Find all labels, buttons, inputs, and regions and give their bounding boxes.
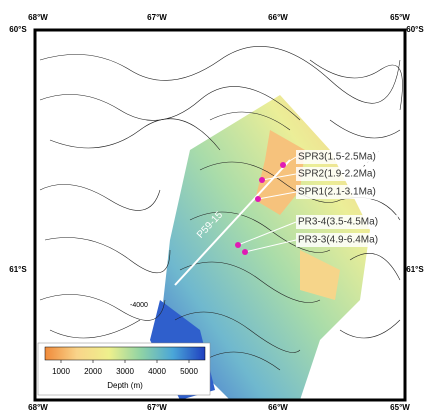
- lat-label: 61°S: [406, 265, 424, 274]
- colorbar-tick-label: 2000: [84, 367, 102, 376]
- lon-label: 68°W: [28, 403, 48, 412]
- colorbar-tick-label: 3000: [116, 367, 134, 376]
- sample-label: SPR3(1.5-2.5Ma): [298, 152, 376, 163]
- colorbar-tick-label: 5000: [180, 367, 198, 376]
- lon-label: 66°W: [268, 13, 288, 22]
- colorbar-tick-label: 4000: [148, 367, 166, 376]
- lon-label: 67°W: [147, 403, 167, 412]
- contour-label: -4000: [130, 302, 148, 309]
- sample-label: SPR1(2.1-3.1Ma): [298, 187, 376, 198]
- lon-label: 66°W: [268, 403, 288, 412]
- sample-label: SPR2(1.9-2.2Ma): [298, 169, 376, 180]
- colorbar-tick-label: 1000: [52, 367, 70, 376]
- lon-label: 65°W: [390, 403, 410, 412]
- lon-label: 68°W: [28, 13, 48, 22]
- sample-point: [259, 177, 265, 183]
- sample-point: [242, 249, 248, 255]
- sample-point: [235, 242, 241, 248]
- lat-label: 61°S: [9, 265, 27, 274]
- lat-label: 60°S: [9, 25, 27, 34]
- lat-label: 60°S: [406, 25, 424, 34]
- sample-label: PR3-3(4.9-6.4Ma): [298, 235, 378, 246]
- map: P59-15 -4000 68°W68°W67°W67°W66°W66°W65°…: [0, 0, 425, 415]
- sample-label: PR3-4(3.5-4.5Ma): [298, 217, 378, 228]
- colorbar-label: Depth (m): [107, 381, 143, 390]
- lon-label: 67°W: [147, 13, 167, 22]
- lon-label: 65°W: [390, 13, 410, 22]
- sample-point: [280, 162, 286, 168]
- sample-point: [255, 196, 261, 202]
